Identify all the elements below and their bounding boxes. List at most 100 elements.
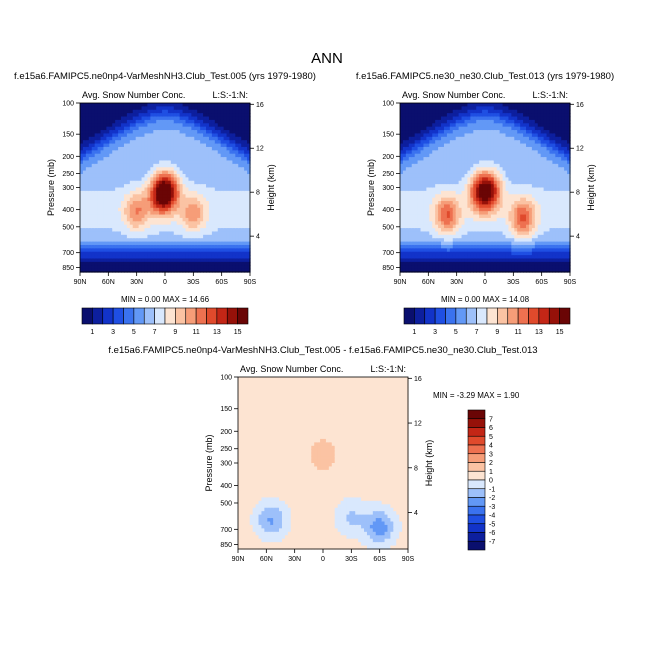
heatmap-cell <box>159 170 163 175</box>
heatmap-cell <box>203 163 207 168</box>
heatmap-cell <box>490 109 495 114</box>
heatmap-cell <box>405 103 410 107</box>
heatmap-cell <box>487 244 492 249</box>
heatmap-cell <box>438 204 442 209</box>
heatmap-cell <box>85 248 90 253</box>
heatmap-cell <box>126 214 131 219</box>
heatmap-cell <box>197 126 201 131</box>
heatmap-cell <box>499 130 504 135</box>
heatmap-cell <box>141 130 146 135</box>
heatmap-cell <box>449 173 454 178</box>
heatmap-cell <box>508 119 512 124</box>
heatmap-cell <box>232 258 236 263</box>
heatmap-cell <box>153 119 157 124</box>
heatmap-cell <box>435 197 439 202</box>
heatmap-cell <box>165 146 169 151</box>
heatmap-cell <box>165 136 169 141</box>
heatmap-cell <box>203 238 207 243</box>
heatmap-cell <box>115 136 119 141</box>
heatmap-cell <box>508 130 512 135</box>
heatmap-cell <box>106 258 110 263</box>
heatmap-cell <box>85 136 90 141</box>
heatmap-cell <box>420 184 425 189</box>
heatmap-cell <box>129 177 134 182</box>
heatmap-cell <box>411 119 416 124</box>
heatmap-cell <box>458 130 463 135</box>
heatmap-cell <box>138 268 143 273</box>
heatmap-cell <box>411 224 416 229</box>
heatmap-cell <box>449 109 454 114</box>
heatmap-cell <box>429 261 433 266</box>
heatmap-cell <box>159 268 163 273</box>
heatmap-cell <box>517 244 521 249</box>
heatmap-cell <box>479 157 483 162</box>
heatmap-cell <box>176 123 181 128</box>
heatmap-cell <box>467 211 471 216</box>
heatmap-cell <box>135 160 140 165</box>
heatmap-cell <box>414 167 419 172</box>
heatmap-cell <box>147 224 151 229</box>
heatmap-cell <box>179 201 184 205</box>
heatmap-cell <box>100 255 105 260</box>
heatmap-cell <box>432 214 436 219</box>
heatmap-cell <box>241 251 245 256</box>
heatmap-cell <box>470 103 474 107</box>
heatmap-cell <box>185 180 190 185</box>
heatmap-cell <box>426 248 430 253</box>
heatmap-cell <box>138 211 143 216</box>
heatmap-cell <box>138 190 143 195</box>
heatmap-cell <box>455 113 460 118</box>
heatmap-cell <box>185 221 190 226</box>
heatmap-cell <box>176 173 181 178</box>
heatmap-cell <box>235 238 239 243</box>
heatmap-cell <box>241 113 245 118</box>
heatmap-cell <box>147 170 151 175</box>
heatmap-cell <box>473 167 477 172</box>
heatmap-cell <box>461 244 466 249</box>
heatmap-cell <box>132 160 137 165</box>
heatmap-cell <box>435 143 439 148</box>
panel-test: f.e15a6.FAMIPC5.ne0np4-VarMeshNH3.Club_T… <box>14 71 316 304</box>
heatmap-cell <box>138 204 143 209</box>
heatmap-cell <box>167 167 172 172</box>
heatmap-cell <box>408 224 413 229</box>
heatmap-cell <box>458 143 463 148</box>
heatmap-cell <box>208 231 213 236</box>
heatmap-cell <box>220 221 225 226</box>
heatmap-cell <box>220 109 225 114</box>
heatmap-cell <box>429 136 433 141</box>
heatmap-cell <box>176 197 181 202</box>
heatmap-cell <box>88 248 93 253</box>
heatmap-cell <box>103 126 107 131</box>
heatmap-cell <box>511 116 515 121</box>
heatmap-cell <box>94 268 99 273</box>
heatmap-cell <box>417 157 422 162</box>
heatmap-cell <box>173 255 178 260</box>
heatmap-cell <box>232 238 236 243</box>
heatmap-cell <box>405 221 410 226</box>
heatmap-cell <box>441 255 445 260</box>
heatmap-cell <box>153 177 157 182</box>
heatmap-cell <box>414 143 419 148</box>
heatmap-cell <box>467 103 471 107</box>
heatmap-cell <box>429 187 433 192</box>
heatmap-cell <box>226 123 231 128</box>
heatmap-cell <box>226 221 231 226</box>
heatmap-cell <box>197 177 201 182</box>
heatmap-cell <box>179 197 184 202</box>
heatmap-cell <box>461 255 466 260</box>
heatmap-cell <box>211 234 216 239</box>
heatmap-cell <box>426 258 430 263</box>
heatmap-cell <box>226 211 231 216</box>
heatmap-cell <box>103 123 107 128</box>
heatmap-cell <box>438 106 442 111</box>
heatmap-cell <box>135 228 140 233</box>
heatmap-cell <box>232 119 236 124</box>
heatmap-cell <box>167 177 172 182</box>
heatmap-cell <box>191 106 195 111</box>
heatmap-cell <box>97 248 102 253</box>
heatmap-cell <box>126 130 131 135</box>
heatmap-cell <box>103 177 107 182</box>
heatmap-cell <box>414 261 419 266</box>
heatmap-cell <box>496 187 501 192</box>
